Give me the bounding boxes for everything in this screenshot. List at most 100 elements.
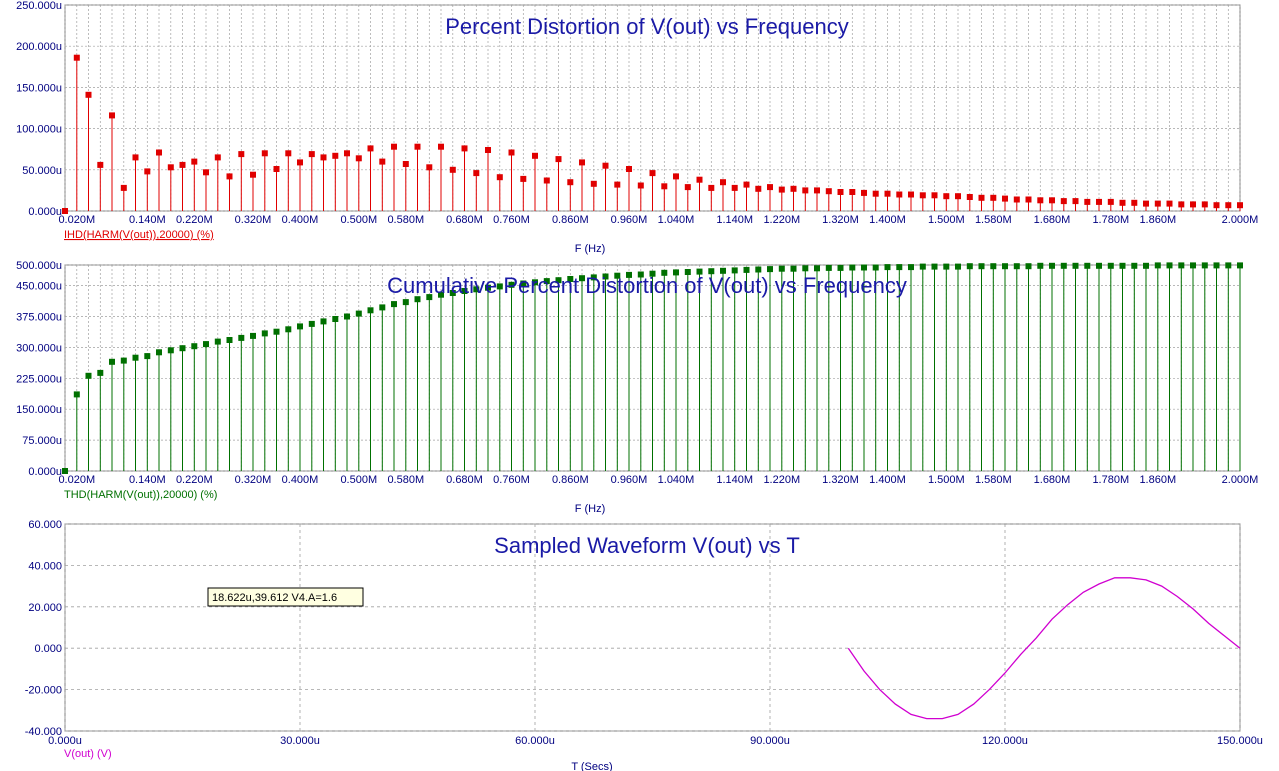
stem-marker — [520, 175, 527, 182]
stem-marker — [919, 192, 926, 199]
x-tick-label: 0.860M — [552, 474, 589, 486]
stem-marker — [1049, 197, 1055, 204]
x-tick-label: 1.400M — [869, 214, 906, 226]
stem-marker — [955, 193, 961, 200]
stem-marker — [649, 270, 656, 277]
stem-marker — [1013, 263, 1020, 270]
stem-marker — [508, 281, 515, 288]
y-tick-label: 40.000 — [28, 560, 62, 572]
stem-marker — [1119, 262, 1126, 269]
stem-marker — [626, 271, 632, 278]
stem-marker — [1237, 202, 1243, 209]
x-tick-label: 0.500M — [340, 474, 377, 486]
stem-marker — [1049, 262, 1055, 269]
stem-marker — [720, 267, 726, 274]
y-tick-label: 500.000u — [16, 260, 62, 272]
vout-x-axis-label: T (Secs) — [571, 761, 612, 771]
y-tick-label: 250.000u — [16, 0, 62, 12]
stem-marker — [508, 149, 515, 156]
x-tick-label: 0.760M — [493, 214, 530, 226]
stem-marker — [62, 208, 68, 214]
x-tick-label: 1.320M — [822, 214, 859, 226]
stem-marker — [614, 181, 621, 188]
stem-marker — [250, 171, 256, 178]
x-tick-label: 2.000M — [1222, 474, 1259, 486]
stem-marker — [673, 173, 679, 180]
x-tick-label: 150.000u — [1217, 735, 1263, 747]
stem-marker — [285, 150, 292, 157]
stem-marker — [1037, 197, 1044, 204]
cursor-tooltip: 18.622u,39.612 V4.A=1.6 — [207, 587, 364, 607]
stem-marker — [790, 265, 797, 272]
y-tick-label: 0.000u — [28, 466, 62, 478]
stem-marker — [579, 159, 585, 166]
stem-marker — [391, 143, 397, 150]
stem-marker — [931, 192, 938, 199]
stem-marker — [990, 263, 997, 270]
vout-y-tick-labels: -40.000 -20.000 0.000 20.000 40.000 60.000 — [25, 519, 62, 738]
stem-marker — [191, 343, 198, 350]
stem-marker — [790, 185, 797, 192]
stem-marker — [778, 265, 785, 272]
ihd-y-tick-labels: 0.000u 50.000u 100.000u 150.000u 200.000u 250… — [16, 0, 62, 218]
stem-marker — [414, 143, 421, 150]
stem-marker — [1213, 262, 1220, 269]
stem-marker — [661, 269, 668, 276]
x-tick-label: 0.000u — [48, 735, 82, 747]
stem-marker — [543, 278, 550, 285]
vout-grid — [64, 523, 1241, 732]
stem-marker — [449, 290, 456, 296]
vout-legend[interactable]: V(out) (V) — [64, 748, 112, 760]
x-tick-label: 0.680M — [446, 214, 483, 226]
stem-marker — [426, 294, 433, 301]
stem-marker — [990, 194, 997, 201]
stem-marker — [590, 180, 597, 187]
x-tick-label: 1.400M — [869, 474, 906, 486]
stem-marker — [767, 266, 773, 273]
stem-marker — [273, 166, 280, 172]
stem-marker — [1178, 201, 1185, 208]
stem-marker — [802, 265, 809, 272]
x-tick-label: 120.000u — [982, 735, 1028, 747]
stem-marker — [132, 154, 139, 161]
stem-marker — [438, 291, 444, 298]
stem-marker — [978, 263, 985, 270]
stem-marker — [120, 184, 127, 191]
thd-chart-title: Cumulative Percent Distortion of V(out) … — [387, 273, 907, 298]
x-tick-label: 0.580M — [387, 474, 424, 486]
stem-marker — [896, 191, 903, 198]
stem-marker — [931, 263, 938, 270]
vout-series-line — [847, 577, 1241, 720]
ihd-legend[interactable]: IHD(HARM(V(out)),20000) (%) — [64, 229, 214, 241]
stem-marker — [1072, 262, 1079, 269]
thd-legend[interactable]: THD(HARM(V(out)),20000) (%) — [64, 489, 217, 501]
stem-marker — [872, 190, 879, 197]
stem-marker — [884, 190, 891, 197]
stem-marker — [355, 310, 362, 317]
stem-marker — [661, 183, 668, 190]
stem-marker — [708, 184, 715, 191]
stem-marker — [1096, 262, 1102, 269]
stem-marker — [579, 275, 585, 282]
stem-marker — [297, 159, 303, 166]
stem-marker — [1237, 262, 1243, 269]
stem-marker — [825, 264, 832, 271]
stem-marker — [637, 182, 644, 189]
x-tick-label: 0.400M — [282, 474, 319, 486]
stem-marker — [849, 189, 856, 195]
stem-marker — [496, 174, 503, 181]
stem-marker — [602, 273, 609, 280]
x-tick-label: 0.020M — [58, 214, 95, 226]
stem-marker — [755, 185, 762, 192]
stem-marker — [167, 347, 174, 354]
stem-marker — [308, 151, 315, 158]
stem-marker — [743, 181, 750, 188]
stem-marker — [590, 274, 597, 281]
stem-marker — [379, 304, 386, 311]
stem-marker — [438, 143, 444, 150]
x-tick-label: 0.680M — [446, 474, 483, 486]
stem-marker — [966, 263, 973, 270]
stem-marker — [1037, 262, 1044, 269]
stem-marker — [684, 269, 691, 275]
stem-marker — [473, 286, 480, 293]
